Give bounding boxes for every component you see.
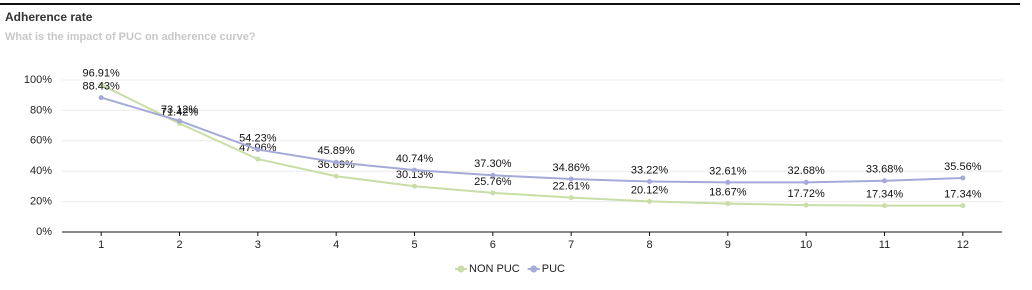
point bbox=[960, 203, 966, 209]
value-label: 20.12% bbox=[631, 184, 669, 196]
value-label: 18.67% bbox=[709, 187, 747, 199]
point bbox=[333, 159, 339, 165]
point bbox=[960, 175, 966, 181]
point bbox=[568, 176, 574, 182]
value-label: 54.23% bbox=[239, 132, 277, 144]
value-label: 35.56% bbox=[944, 161, 982, 173]
point bbox=[882, 203, 887, 209]
value-label: 36.69% bbox=[318, 159, 356, 171]
value-label: 32.61% bbox=[709, 165, 747, 177]
point bbox=[177, 118, 182, 124]
value-label: 34.86% bbox=[553, 162, 591, 174]
value-label: 71.42% bbox=[161, 106, 199, 118]
chart-title: Adherence rate bbox=[5, 10, 93, 24]
point bbox=[412, 183, 417, 189]
value-label: 33.68% bbox=[866, 164, 904, 176]
x-tick-label: 7 bbox=[568, 239, 574, 251]
x-tick-label: 2 bbox=[176, 239, 182, 251]
x-tick-label: 8 bbox=[646, 239, 652, 251]
point bbox=[568, 195, 574, 201]
x-tick-label: 6 bbox=[490, 239, 496, 251]
point bbox=[490, 190, 496, 196]
value-label: 22.61% bbox=[553, 181, 591, 193]
value-label: 73.12% bbox=[161, 104, 199, 116]
point bbox=[255, 147, 261, 153]
y-tick-label: 80% bbox=[30, 104, 52, 116]
y-tick-label: 60% bbox=[30, 135, 52, 147]
y-tick-label: 40% bbox=[30, 165, 52, 177]
point bbox=[490, 172, 496, 178]
value-label: 17.34% bbox=[944, 189, 982, 201]
point bbox=[647, 198, 652, 204]
y-tick-label: 100% bbox=[24, 74, 52, 86]
y-tick-label: 20% bbox=[30, 196, 52, 208]
point bbox=[333, 173, 339, 179]
point bbox=[647, 179, 652, 185]
x-tick-label: 3 bbox=[255, 239, 261, 251]
value-label: 33.22% bbox=[631, 164, 669, 176]
value-label: 32.68% bbox=[788, 165, 826, 177]
point bbox=[803, 202, 809, 208]
point bbox=[725, 179, 731, 185]
x-tick-label: 11 bbox=[879, 239, 890, 251]
legend-swatch bbox=[457, 265, 465, 273]
point bbox=[98, 95, 104, 101]
value-label: 40.74% bbox=[396, 153, 434, 165]
top-border bbox=[0, 3, 1020, 5]
value-label: 37.30% bbox=[474, 158, 512, 170]
x-tick-label: 1 bbox=[98, 239, 104, 251]
point bbox=[412, 167, 417, 173]
legend-label: PUC bbox=[542, 263, 565, 275]
value-label: 17.72% bbox=[788, 188, 826, 200]
chart-subtitle: What is the impact of PUC on adherence c… bbox=[5, 31, 256, 43]
point bbox=[882, 178, 887, 184]
x-tick-label: 12 bbox=[957, 239, 969, 251]
x-tick-label: 5 bbox=[411, 239, 417, 251]
x-tick-label: 4 bbox=[333, 239, 339, 251]
point bbox=[803, 179, 809, 185]
x-tick-label: 9 bbox=[725, 239, 731, 251]
point bbox=[98, 82, 104, 88]
point bbox=[725, 201, 731, 207]
series-line bbox=[100, 83, 963, 207]
x-tick-label: 10 bbox=[800, 239, 812, 251]
value-label: 45.89% bbox=[318, 145, 356, 157]
series-line bbox=[100, 96, 963, 184]
value-label: 25.76% bbox=[474, 176, 512, 188]
value-label: 96.91% bbox=[83, 68, 121, 80]
point bbox=[255, 156, 261, 162]
value-label: 30.13% bbox=[396, 169, 434, 181]
y-tick-label: 0% bbox=[36, 226, 52, 238]
value-label: 88.43% bbox=[83, 80, 121, 92]
legend-label: NON PUC bbox=[469, 263, 520, 275]
legend-swatch bbox=[530, 265, 538, 273]
value-label: 17.34% bbox=[866, 189, 904, 201]
